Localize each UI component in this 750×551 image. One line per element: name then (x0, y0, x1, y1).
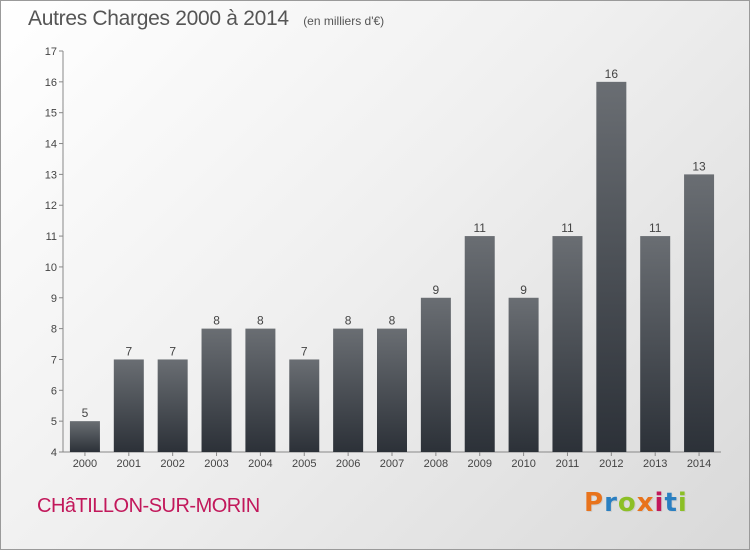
logo-letter: x (636, 488, 655, 518)
data-label-2007: 8 (389, 314, 396, 328)
y-tick-label: 15 (45, 108, 57, 120)
data-label-2000: 5 (82, 406, 89, 420)
data-label-2009: 11 (473, 221, 486, 235)
data-label-2010: 9 (520, 283, 527, 297)
data-label-2002: 7 (169, 344, 176, 358)
y-tick-label: 10 (45, 262, 57, 274)
bar-2001 (113, 359, 144, 452)
logo-letter: i (654, 488, 665, 518)
logo-letter: t (664, 488, 678, 518)
data-label-2011: 11 (561, 221, 574, 235)
bar-2007 (377, 328, 407, 452)
proxiti-logo[interactable]: Proxiti (584, 488, 688, 518)
bar-2004 (245, 328, 276, 452)
data-label-2001: 7 (125, 344, 132, 358)
x-tick-label-2001: 2001 (117, 458, 141, 470)
logo-letter: r (604, 488, 618, 518)
data-label-2005: 7 (301, 344, 308, 358)
x-tick-label-2014: 2014 (687, 458, 711, 470)
y-tick-label: 6 (51, 385, 57, 397)
bar-2013 (640, 236, 671, 452)
x-tick-label-2006: 2006 (336, 458, 360, 470)
data-label-2003: 8 (213, 314, 220, 328)
chart-title: Autres Charges 2000 à 2014 (28, 7, 289, 30)
x-tick-label-2003: 2003 (204, 458, 228, 470)
labels: 5 2000 7 2001 7 2002 8 2003 8 2004 7 2005 8 2006 8 2007… (73, 67, 712, 470)
x-tick-label-2008: 2008 (424, 458, 448, 470)
data-label-2004: 8 (257, 314, 264, 328)
data-label-2014: 13 (692, 159, 706, 173)
bar-2000 (69, 421, 100, 452)
x-tick-label-2011: 2011 (556, 458, 580, 470)
data-label-2013: 11 (649, 221, 662, 235)
bar-2011 (552, 236, 583, 452)
bar-2008 (420, 297, 451, 452)
y-tick-label: 17 (45, 46, 57, 58)
logo-letter: o (617, 488, 637, 518)
x-tick-label-2005: 2005 (292, 458, 316, 470)
bar-2002 (157, 359, 188, 452)
x-tick-label-2013: 2013 (643, 458, 667, 470)
commune-name: CHâTILLON-SUR-MORIN (37, 495, 260, 517)
x-tick-label-2009: 2009 (467, 458, 491, 470)
y-tick-label: 7 (51, 354, 57, 366)
logo-letter: P (584, 488, 605, 518)
chart-title-block: Autres Charges 2000 à 2014 (en milliers … (28, 7, 384, 31)
bar-2006 (333, 328, 364, 452)
y-tick-label: 16 (45, 77, 57, 89)
data-label-2012: 16 (605, 67, 619, 81)
y-tick-label: 13 (45, 169, 57, 181)
x-tick-label-2012: 2012 (599, 458, 623, 470)
x-tick-label-2000: 2000 (73, 458, 97, 470)
bar-2014 (684, 174, 715, 452)
y-tick-label: 4 (51, 447, 57, 459)
bar-2009 (464, 236, 495, 452)
bar-2005 (289, 359, 320, 452)
bar-2012 (596, 81, 627, 452)
y-tick-label: 8 (51, 324, 57, 336)
x-tick-label-2010: 2010 (511, 458, 535, 470)
logo-letter: i (677, 488, 688, 518)
bar-2003 (201, 328, 232, 452)
bar-2010 (508, 297, 539, 452)
x-tick-label-2007: 2007 (380, 458, 404, 470)
y-tick-label: 11 (46, 231, 57, 243)
y-tick-label: 14 (45, 139, 57, 151)
x-tick-label-2002: 2002 (160, 458, 184, 470)
y-tick-label: 9 (51, 293, 57, 305)
data-label-2006: 8 (345, 314, 352, 328)
y-tick-label: 5 (51, 416, 57, 428)
chart-subtitle: (en milliers d'€) (303, 14, 385, 28)
x-tick-label-2004: 2004 (248, 458, 272, 470)
y-tick-label: 12 (45, 200, 57, 212)
data-label-2008: 9 (433, 283, 440, 297)
bars (69, 81, 715, 452)
